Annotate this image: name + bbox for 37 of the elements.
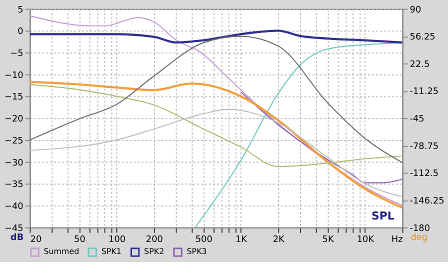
x-tick-label: Hz: [391, 234, 404, 245]
y2-tick-label: -45: [410, 114, 424, 125]
y-tick-label: −40: [4, 202, 24, 212]
x-tick-label: 10K: [356, 234, 376, 245]
y-tick-label: 0: [18, 27, 24, 38]
x-tick-label: 100: [108, 234, 126, 245]
y-tick-label: −25: [4, 136, 24, 146]
y2-tick-label: -78.75: [410, 142, 439, 152]
x-tick-label: 1K: [235, 234, 248, 245]
y2-tick-label: 56.25: [410, 32, 436, 43]
x-tick-label: 20: [30, 234, 42, 245]
y-tick-label: −30: [4, 158, 24, 168]
y-tick-label: −5: [10, 49, 24, 59]
legend-label: SPK1: [101, 247, 122, 256]
y-tick-label: −15: [4, 92, 24, 103]
legend-label: SPK2: [144, 247, 164, 256]
y2-tick-label: 90: [410, 5, 422, 16]
legend-label: SPK3: [186, 247, 207, 256]
y2-tick-label: -112.5: [410, 169, 439, 180]
y2-tick-label: -180: [410, 224, 430, 234]
y-tick-label: −45: [4, 224, 24, 234]
y-axis-title: dB: [10, 232, 24, 243]
y2-tick-label: -146.25: [410, 196, 444, 207]
x-tick-label: 50: [74, 234, 86, 245]
x-tick-label: 2K: [272, 234, 286, 245]
y-tick-label: 5: [18, 5, 24, 16]
y2-axis-title: deg: [410, 232, 428, 243]
y-tick-label: −35: [4, 180, 24, 190]
y2-tick-label: 22.5: [410, 60, 430, 70]
y2-tick-label: -11.25: [410, 87, 439, 98]
x-tick-label: 200: [146, 234, 164, 245]
y-tick-label: −20: [4, 114, 24, 125]
x-tick-label: 5K: [322, 234, 335, 245]
y-tick-label: −10: [4, 70, 24, 81]
x-tick-label: 500: [195, 234, 213, 245]
legend-label: Summed: [44, 247, 80, 256]
annotation: SPL: [372, 209, 394, 222]
